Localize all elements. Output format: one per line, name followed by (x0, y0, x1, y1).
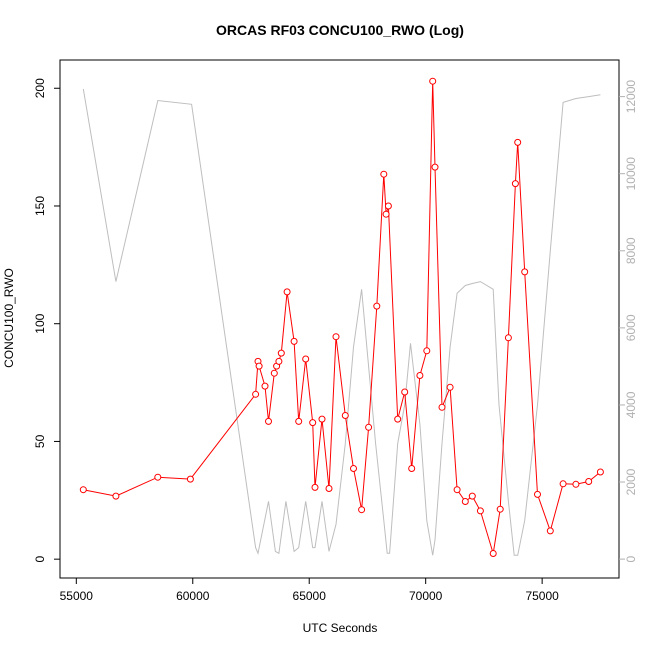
primary-data-point (261, 382, 269, 390)
primary-data-point (154, 473, 162, 481)
primary-data-point (514, 138, 522, 146)
primary-data-point (446, 383, 454, 391)
primary-data-point (496, 505, 504, 513)
primary-data-point (423, 347, 431, 355)
secondary-series-line (82, 88, 601, 556)
primary-data-point (429, 77, 437, 85)
y2-tick-label: 6000 (624, 314, 638, 341)
primary-data-point (295, 417, 303, 425)
primary-data-point (382, 210, 390, 218)
y-axis-left: 0 50 100 150 200 (33, 78, 60, 563)
primary-data-point (585, 478, 593, 485)
primary-data-point (476, 507, 484, 515)
x-tick-label: 65000 (293, 589, 327, 603)
primary-data-point (265, 417, 272, 425)
primary-data-point (546, 527, 554, 535)
primary-data-point (384, 202, 392, 210)
primary-series-line (83, 81, 601, 554)
primary-data-point (453, 486, 461, 494)
primary-data-point (468, 492, 476, 500)
primary-data-point (112, 492, 120, 500)
chart-title: ORCAS RF03 CONCU100_RWO (Log) (216, 22, 464, 38)
primary-data-point (401, 388, 409, 396)
primary-data-point (408, 465, 416, 472)
y-tick-label: 150 (33, 196, 47, 216)
primary-data-point (186, 475, 194, 483)
primary-data-point (511, 180, 519, 188)
primary-series (79, 77, 604, 557)
y-tick-label: 0 (33, 556, 47, 563)
primary-data-point (277, 349, 285, 357)
primary-data-point (358, 506, 366, 514)
primary-data-point (431, 163, 439, 171)
y2-tick-label: 12000 (624, 80, 638, 114)
y2-tick-label: 0 (624, 555, 638, 562)
primary-data-point (290, 337, 298, 345)
primary-data-point (311, 483, 319, 491)
y2-tick-label: 2000 (624, 468, 638, 495)
primary-data-point (255, 362, 263, 370)
x-axis-label: UTC Seconds (303, 621, 378, 635)
primary-data-point (365, 423, 373, 431)
x-tick-label: 75000 (525, 589, 559, 603)
primary-data-point (489, 550, 497, 557)
secondary-series-polyline (82, 88, 601, 556)
primary-data-point (325, 485, 333, 492)
primary-data-point (275, 357, 283, 365)
x-tick-label: 60000 (176, 589, 210, 603)
primary-data-point (596, 468, 604, 476)
y-tick-label: 100 (33, 313, 47, 333)
primary-data-point (504, 334, 512, 342)
primary-data-point (270, 369, 278, 377)
x-axis: 55000 60000 65000 70000 75000 (60, 578, 559, 603)
y-axis-label: CONCU100_RWO (2, 268, 16, 368)
x-tick-label: 70000 (409, 589, 443, 603)
primary-data-point (559, 480, 567, 488)
y2-tick-label: 10000 (624, 157, 638, 191)
y-axis-right: 0 2000 4000 6000 8000 10000 12000 (619, 80, 638, 562)
primary-data-point (521, 268, 529, 276)
primary-data-point (438, 403, 446, 411)
primary-data-point (350, 465, 357, 472)
primary-data-point (394, 415, 402, 423)
primary-data-point (373, 302, 381, 310)
primary-data-point (283, 288, 291, 296)
plot-frame (59, 59, 620, 579)
primary-data-point (461, 498, 469, 505)
plot-frame-rect (59, 59, 620, 579)
primary-data-point (534, 490, 541, 498)
primary-data-point (309, 419, 317, 427)
y2-tick-label: 4000 (624, 391, 638, 418)
primary-data-point (341, 412, 349, 419)
primary-data-point (416, 372, 424, 379)
primary-data-point (79, 486, 87, 494)
primary-data-point (318, 415, 326, 423)
primary-data-point (252, 390, 260, 398)
primary-data-point (380, 170, 388, 178)
primary-data-point (572, 480, 580, 488)
primary-data-point (302, 355, 310, 363)
y2-tick-label: 8000 (624, 237, 638, 264)
y-tick-label: 200 (33, 78, 47, 98)
x-tick-label: 55000 (60, 589, 94, 603)
primary-data-point (332, 333, 340, 341)
y-tick-label: 50 (33, 434, 47, 448)
